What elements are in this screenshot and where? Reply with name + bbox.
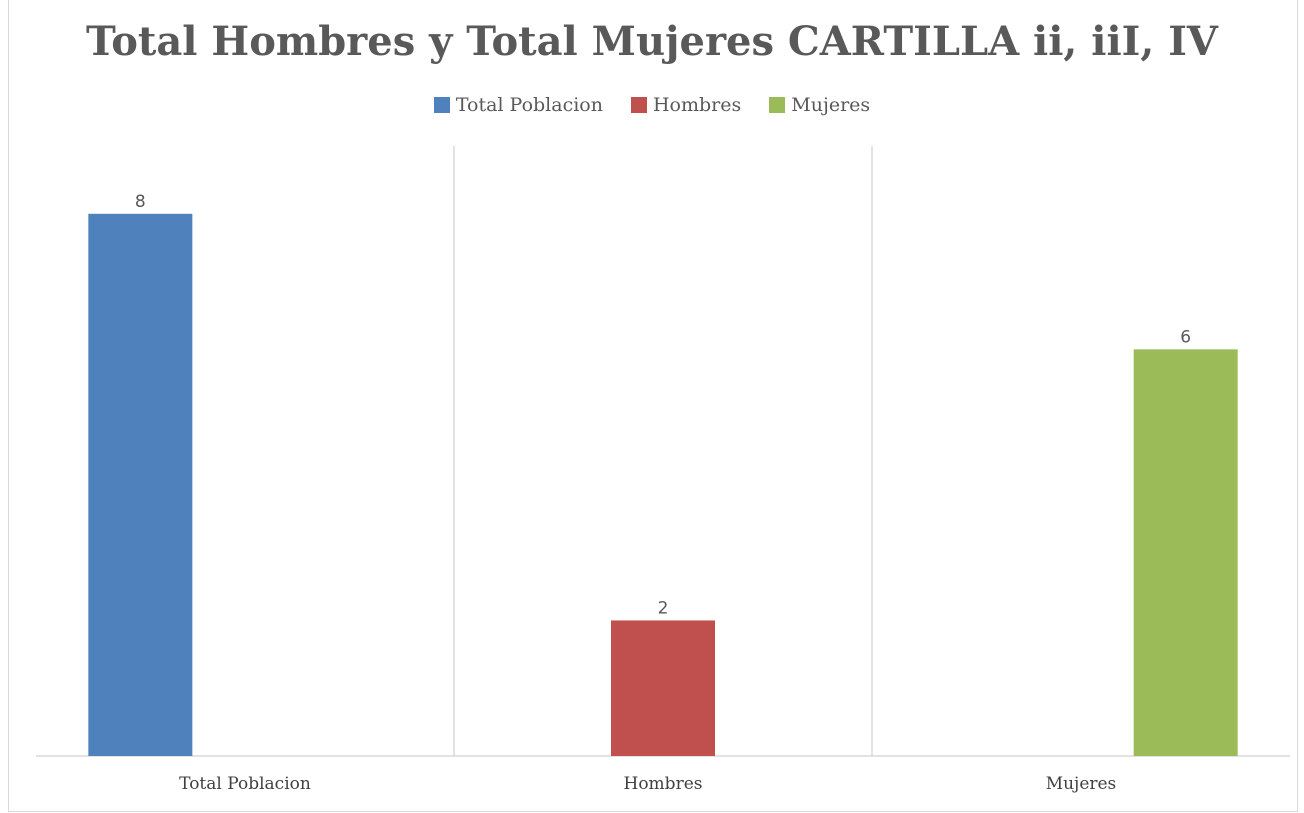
data-label: 2: [658, 598, 669, 618]
chart-title: Total Hombres y Total Mujeres CARTILLA i…: [86, 18, 1218, 65]
bar-hombres: [611, 620, 715, 756]
legend-label-mujeres: Mujeres: [791, 94, 871, 116]
legend-label-total-poblacion: Total Poblacion: [455, 94, 603, 116]
legend-item-mujeres: Mujeres: [769, 94, 870, 116]
legend-swatch-hombres: [630, 97, 647, 113]
x-tick-label: Hombres: [624, 774, 703, 794]
legend-swatch-total-poblacion: [433, 97, 450, 113]
bar-mujeres: [1133, 349, 1238, 756]
legend-label-hombres: Hombres: [652, 94, 742, 116]
data-label: 6: [1180, 327, 1191, 347]
x-tick-label: Total Poblacion: [179, 774, 311, 794]
x-tick-label: Mujeres: [1046, 774, 1117, 794]
legend-item-hombres: Hombres: [630, 94, 742, 116]
legend-item-total-poblacion: Total Poblacion: [433, 94, 603, 116]
data-label: 8: [135, 192, 146, 212]
legend: Total Poblacion Hombres Mujeres: [0, 94, 1304, 116]
bar-total-poblacion: [88, 213, 193, 756]
legend-swatch-mujeres: [769, 97, 786, 113]
chart-frame: [8, 0, 1298, 812]
